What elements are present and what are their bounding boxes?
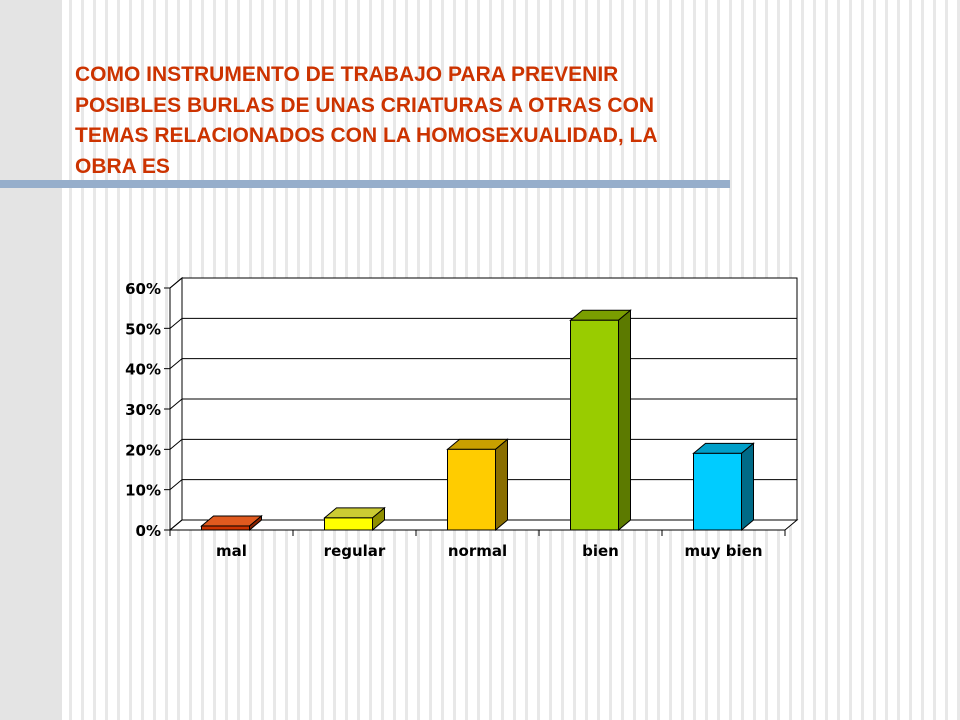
bar-side bbox=[495, 438, 508, 532]
x-category-label: muy bien bbox=[684, 542, 762, 560]
x-category-label: normal bbox=[448, 542, 507, 560]
y-tick-label: 40% bbox=[125, 361, 161, 379]
gridline-side bbox=[169, 358, 183, 370]
gridline-side bbox=[169, 479, 183, 491]
x-category-label: bien bbox=[582, 542, 619, 560]
slide-title: COMO INSTRUMENTO DE TRABAJO PARA PREVENI… bbox=[75, 60, 835, 182]
y-tick-label: 30% bbox=[125, 401, 161, 419]
bar-side bbox=[741, 442, 754, 532]
gridline-side bbox=[169, 277, 183, 289]
title-line: OBRA ES bbox=[75, 154, 170, 178]
bar-side bbox=[618, 309, 631, 532]
x-category-label: mal bbox=[216, 542, 247, 560]
title-line: TEMAS RELACIONADOS CON LA HOMOSEXUALIDAD… bbox=[75, 124, 658, 147]
gridline-side bbox=[169, 519, 183, 531]
y-tick-label: 20% bbox=[125, 441, 161, 459]
y-tick-label: 60% bbox=[125, 280, 161, 298]
y-tick-label: 0% bbox=[136, 522, 161, 540]
left-background-band bbox=[0, 0, 62, 720]
title-line: POSIBLES BURLAS DE UNAS CRIATURAS A OTRA… bbox=[75, 93, 655, 117]
bar bbox=[693, 452, 742, 531]
bar bbox=[201, 525, 250, 531]
y-tick-label: 50% bbox=[125, 320, 161, 338]
title-underline-rule bbox=[0, 180, 730, 188]
gridline-side bbox=[169, 317, 183, 329]
title-line: COMO INSTRUMENTO DE TRABAJO PARA PREVENI… bbox=[75, 63, 619, 86]
x-category-label: regular bbox=[324, 542, 386, 560]
bar bbox=[324, 517, 373, 531]
gridline-side bbox=[169, 398, 183, 410]
bar bbox=[447, 448, 496, 531]
bar bbox=[570, 319, 619, 531]
y-tick-label: 10% bbox=[125, 482, 161, 500]
gridline-side bbox=[169, 438, 183, 450]
plot-back-wall-border bbox=[181, 277, 798, 521]
